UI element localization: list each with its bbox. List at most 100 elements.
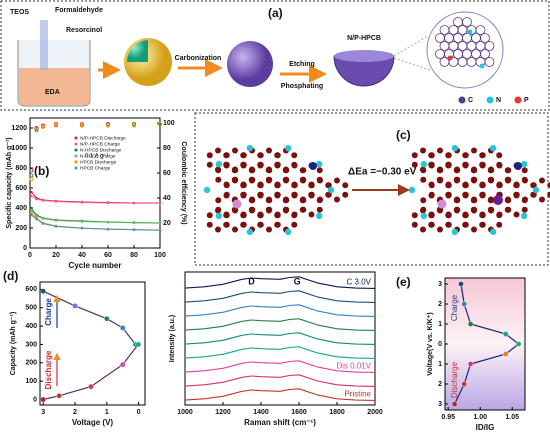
carbon (411, 152, 418, 159)
series-label: Discharge (44, 350, 53, 389)
point (40, 396, 46, 403)
ring (484, 41, 495, 51)
energy-label: ΔEa =−0.30 eV (348, 167, 417, 178)
point (119, 361, 126, 368)
hydrogen (215, 160, 223, 168)
carbon (420, 197, 427, 204)
ring (433, 183, 447, 197)
ring (305, 168, 318, 182)
efficiency-point (80, 122, 85, 127)
x-tick-label: 0.95 (441, 414, 455, 421)
carbon (462, 162, 469, 169)
x-tick-label: 1800 (329, 409, 345, 416)
x-tick-label: 1400 (253, 409, 269, 416)
spectrum (184, 346, 376, 359)
y-tick-label: 0 (23, 245, 27, 252)
point (104, 315, 110, 322)
product: N/P-HPCB (347, 35, 381, 42)
phosphorus (437, 199, 447, 209)
carbon (454, 207, 460, 214)
panel-label: (a) (268, 6, 283, 20)
ring (228, 183, 242, 197)
x-axis-label: ID/IG (476, 423, 495, 432)
carbon (232, 207, 238, 214)
carbon (420, 176, 427, 183)
carbon (505, 167, 512, 174)
ring (450, 213, 464, 227)
carbon (428, 221, 435, 228)
y-tick-label: 2 (438, 301, 442, 308)
ring (450, 183, 464, 197)
carbon (308, 192, 315, 199)
ring (237, 168, 250, 182)
region-label: Discharge (450, 361, 459, 398)
carbon (428, 212, 435, 219)
carbon (471, 147, 477, 154)
carbon (454, 167, 461, 174)
carbon (291, 192, 298, 199)
carbon (300, 206, 307, 213)
carbon (283, 177, 289, 184)
carbon (300, 197, 307, 204)
carbon (539, 177, 545, 184)
carbon (437, 167, 444, 174)
peak-label: D (248, 276, 255, 286)
capacity-point (30, 208, 33, 212)
ring (425, 168, 438, 182)
y-axis-label: Voltage(V vs. K/K⁺) (427, 312, 434, 375)
nitrogen (309, 162, 317, 170)
ring (296, 183, 310, 197)
hydrogen (532, 186, 540, 194)
capacity-point (158, 202, 162, 205)
x-tick-label: 100 (154, 252, 166, 259)
carbon (411, 212, 418, 219)
peak-label: G (294, 276, 301, 286)
atom-swatch (486, 96, 494, 104)
legend-label: N-HPCB Discharge (80, 147, 122, 153)
ring (262, 153, 276, 167)
y-tick-label: 200 (25, 360, 37, 367)
plot-frame (39, 281, 146, 406)
carbon (539, 196, 545, 203)
carbon (274, 221, 281, 228)
x-tick-label: 1.00 (473, 414, 487, 421)
carbon (479, 192, 486, 199)
ring (467, 183, 481, 197)
x-tick-label: 1200 (215, 409, 231, 416)
ring (288, 198, 301, 212)
ring (484, 57, 495, 67)
carbon (240, 221, 247, 228)
efficiency-point (29, 173, 34, 178)
nitrogen (514, 162, 522, 170)
y2-tick-label: 100 (163, 120, 175, 127)
x-tick-label: 1600 (291, 409, 307, 416)
carbon (428, 182, 435, 189)
carbon (445, 162, 452, 169)
capacity-point (30, 206, 33, 210)
ring (305, 198, 318, 212)
x-tick-label: 1 (105, 409, 109, 416)
carbon (334, 177, 340, 184)
carbon (496, 152, 503, 159)
carbon (471, 226, 477, 233)
capacity-point (54, 200, 58, 203)
point (461, 301, 468, 307)
carbon (437, 207, 443, 214)
panel-label: (c) (396, 128, 411, 142)
y-tick-label: 500 (25, 305, 37, 312)
carbon (223, 162, 230, 169)
carbon (223, 221, 230, 228)
carbon (316, 206, 323, 213)
carbon (316, 167, 323, 174)
ring (254, 168, 267, 182)
x-tick-label: 2 (73, 409, 77, 416)
carbon (274, 152, 281, 159)
carbon (215, 207, 221, 214)
hydrogen (489, 228, 497, 236)
atom-label: C (468, 97, 473, 104)
carbon (420, 167, 427, 174)
x-axis-label: Raman shift (cm⁻¹) (244, 418, 316, 427)
carbon (488, 177, 494, 184)
point (56, 393, 62, 399)
carbon (215, 147, 221, 154)
